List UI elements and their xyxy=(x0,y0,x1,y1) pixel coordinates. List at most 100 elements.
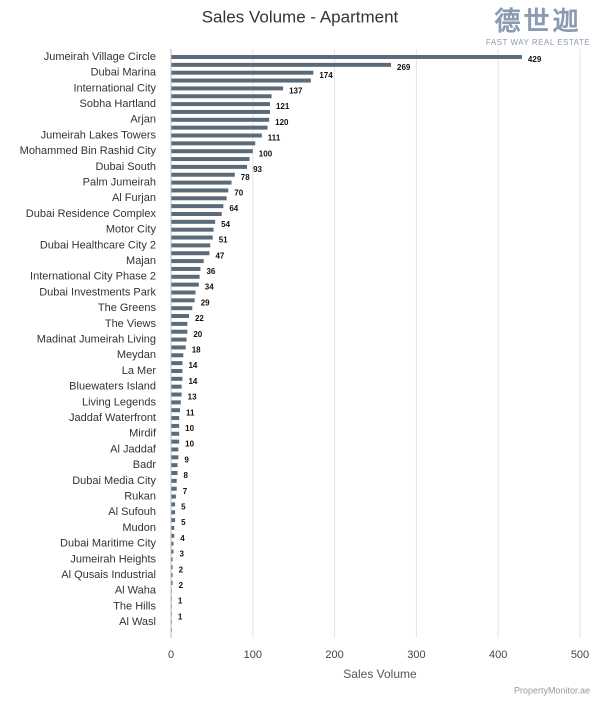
value-label: 64 xyxy=(229,204,238,213)
bar xyxy=(171,274,200,279)
value-label: 7 xyxy=(183,487,188,496)
value-label: 8 xyxy=(184,471,189,480)
y-tick-label: Al Sufouh xyxy=(108,506,156,518)
y-tick-label: Mudon xyxy=(122,522,156,534)
bar xyxy=(171,486,177,491)
value-label: 54 xyxy=(221,220,230,229)
y-tick-label: Rukan xyxy=(124,490,156,502)
y-tick-label: La Mer xyxy=(122,365,157,377)
value-label: 111 xyxy=(268,134,281,143)
bar xyxy=(171,282,199,287)
value-label: 5 xyxy=(181,503,186,512)
chart-title: Sales Volume - Apartment xyxy=(202,7,399,26)
x-tick-label: 0 xyxy=(168,649,174,661)
value-label: 47 xyxy=(215,251,224,260)
bar xyxy=(171,149,253,154)
bar xyxy=(171,541,174,546)
y-tick-label: Meydan xyxy=(117,349,156,361)
bar xyxy=(171,117,270,122)
bar xyxy=(171,180,232,185)
bar xyxy=(171,298,195,303)
bar xyxy=(171,219,216,224)
y-tick-label: The Views xyxy=(105,318,157,330)
y-tick-label: Dubai Investments Park xyxy=(39,286,156,298)
bar xyxy=(171,211,222,216)
value-label: 174 xyxy=(319,71,333,80)
value-label: 36 xyxy=(206,267,215,276)
bar xyxy=(171,109,270,114)
bar xyxy=(171,565,173,570)
y-tick-label: Al Jaddaf xyxy=(110,443,157,455)
bar xyxy=(171,400,181,405)
bar xyxy=(171,510,176,515)
y-tick-label: Living Legends xyxy=(82,396,157,408)
y-tick-label: Al Waha xyxy=(115,585,157,597)
bar xyxy=(171,290,196,295)
value-label: 18 xyxy=(192,346,201,355)
value-label: 9 xyxy=(184,455,189,464)
bar xyxy=(171,243,211,248)
x-tick-label: 200 xyxy=(325,649,343,661)
y-tick-label: Mirdif xyxy=(129,428,157,440)
y-tick-label: The Hills xyxy=(113,600,156,612)
bar xyxy=(171,102,270,107)
bar xyxy=(171,55,522,59)
y-tick-label: Bluewaters Island xyxy=(69,381,156,393)
y-tick-label: Al Wasl xyxy=(119,616,156,628)
bar xyxy=(171,164,248,169)
value-label: 137 xyxy=(289,87,303,96)
value-label: 429 xyxy=(528,55,542,64)
y-tick-label: Majan xyxy=(126,255,156,267)
value-label: 14 xyxy=(188,377,197,386)
y-tick-label: Jaddaf Waterfront xyxy=(69,412,156,424)
bar xyxy=(171,368,183,373)
bar xyxy=(171,196,227,201)
bar xyxy=(171,259,204,264)
x-tick-label: 300 xyxy=(407,649,425,661)
value-label: 51 xyxy=(219,236,228,245)
bar xyxy=(171,580,173,585)
y-tick-label: Badr xyxy=(133,459,157,471)
bar xyxy=(171,329,188,334)
y-tick-label: Jumeirah Lakes Towers xyxy=(41,129,157,141)
source: PropertyMonitor.ae xyxy=(514,685,590,695)
value-label: 14 xyxy=(188,361,197,370)
y-tick-label: Palm Jumeirah xyxy=(83,176,156,188)
logo-name: 德世迦 xyxy=(494,6,581,36)
value-label: 100 xyxy=(259,149,273,158)
value-label: 120 xyxy=(275,118,289,127)
logo-tagline: FAST WAY REAL ESTATE xyxy=(486,38,590,47)
y-tick-label: The Greens xyxy=(98,302,157,314)
bar xyxy=(171,62,392,67)
value-label: 2 xyxy=(179,581,184,590)
value-label: 4 xyxy=(180,534,185,543)
y-tick-label: Madinat Jumeirah Living xyxy=(37,333,156,345)
x-tick-label: 400 xyxy=(489,649,507,661)
bar xyxy=(171,345,186,350)
bar xyxy=(171,408,180,413)
y-tick-label: Motor City xyxy=(106,224,157,236)
bar xyxy=(171,141,256,146)
bar xyxy=(171,94,272,99)
bar xyxy=(171,533,175,538)
bar xyxy=(171,188,229,193)
bar xyxy=(171,125,268,130)
bar xyxy=(171,337,187,342)
bar xyxy=(171,384,182,389)
value-label: 121 xyxy=(276,102,290,111)
bar xyxy=(171,392,182,397)
value-label: 10 xyxy=(185,440,194,449)
bar xyxy=(171,251,210,256)
bar xyxy=(171,235,213,240)
x-tick-label: 100 xyxy=(244,649,262,661)
bar xyxy=(171,157,250,162)
y-tick-label: Dubai Media City xyxy=(72,475,156,487)
y-tick-label: International City Phase 2 xyxy=(30,271,156,283)
bar xyxy=(171,455,179,460)
value-label: 269 xyxy=(397,63,411,72)
y-tick-label: Al Furjan xyxy=(112,192,156,204)
bar xyxy=(171,439,180,444)
x-axis-label: Sales Volume xyxy=(343,667,417,681)
y-tick-label: Al Qusais Industrial xyxy=(61,569,156,581)
value-label: 5 xyxy=(181,518,186,527)
